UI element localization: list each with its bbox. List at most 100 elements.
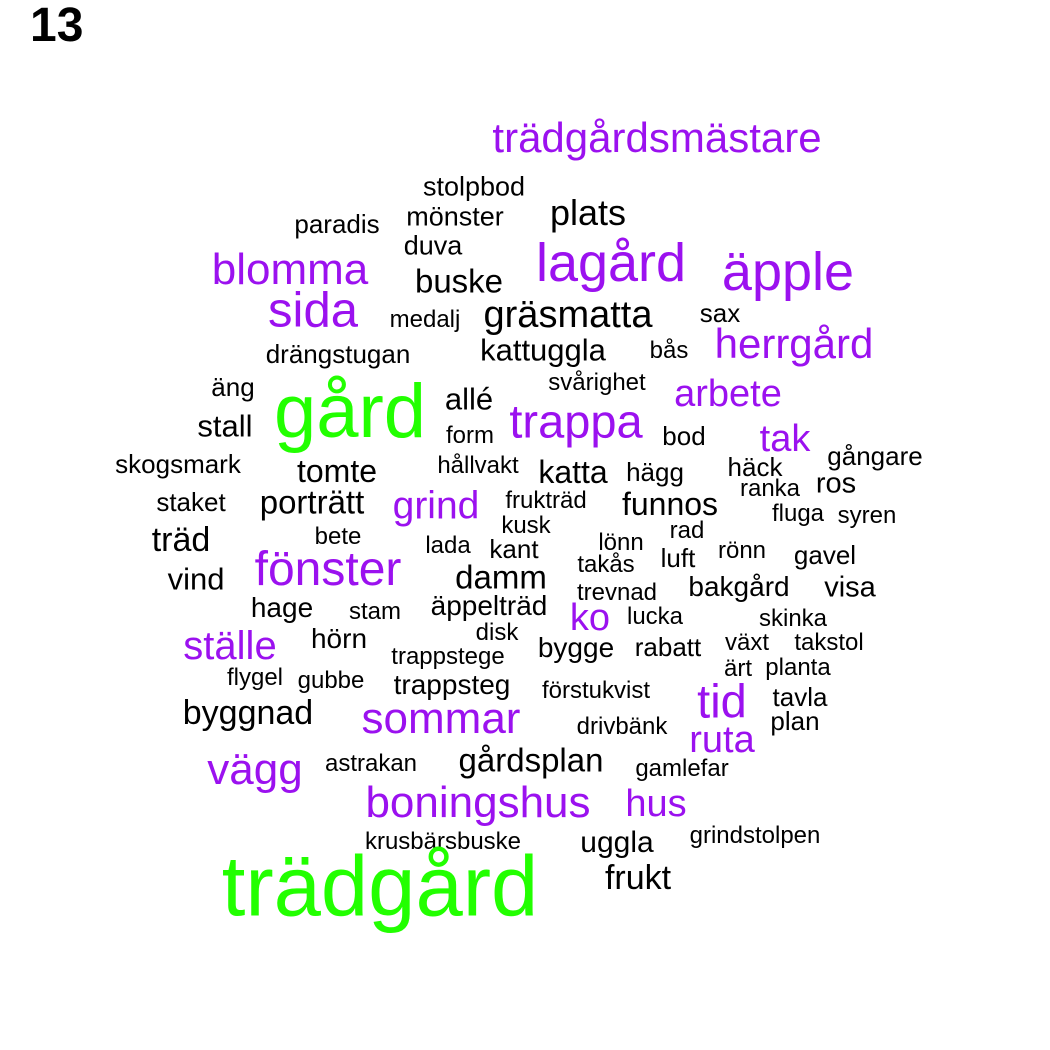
word-76: planta <box>765 654 831 681</box>
word-9: buske <box>414 262 504 300</box>
word-98: trädgård <box>221 839 539 935</box>
word-94: krusbärsbuske <box>364 828 522 855</box>
word-11: gräsmatta <box>483 294 653 336</box>
word-68: hörn <box>310 623 368 654</box>
word-10: sida <box>268 283 358 338</box>
word-50: kant <box>489 534 539 564</box>
word-28: skogsmark <box>115 449 241 479</box>
word-78: gubbe <box>297 667 365 694</box>
word-71: växt <box>724 629 770 656</box>
panel-number: 13 <box>30 0 84 52</box>
word-92: boningshus <box>365 778 591 827</box>
word-13: sax <box>699 298 741 328</box>
word-3: paradis <box>294 209 380 239</box>
word-5: duva <box>403 230 463 261</box>
word-34: häck <box>727 452 783 482</box>
word-96: grindstolpen <box>689 822 821 849</box>
word-90: gårdsplan <box>458 741 604 779</box>
word-45: träd <box>151 521 211 559</box>
word-38: porträtt <box>259 483 365 521</box>
word-52: rönn <box>717 537 767 564</box>
word-42: fluga <box>771 500 825 527</box>
word-36: ranka <box>739 475 801 502</box>
word-83: byggnad <box>182 694 314 732</box>
word-51: fönster <box>254 543 402 596</box>
word-91: gamlefar <box>635 755 729 782</box>
word-80: förstukvist <box>541 677 651 704</box>
word-58: trevnad <box>576 579 658 606</box>
word-77: flygel <box>226 664 284 691</box>
word-21: allé <box>444 381 494 417</box>
word-60: visa <box>824 571 876 604</box>
word-8: äpple <box>721 242 855 302</box>
word-7: blomma <box>211 245 369 294</box>
word-40: frukträd <box>505 487 587 514</box>
word-69: ställe <box>183 624 277 668</box>
word-56: vind <box>167 561 225 597</box>
word-57: damm <box>455 558 547 596</box>
word-84: sommar <box>361 694 521 743</box>
word-4: mönster <box>406 201 504 232</box>
word-26: bod <box>662 421 706 451</box>
word-37: staket <box>156 487 226 517</box>
word-62: hage <box>250 592 314 623</box>
word-41: funnos <box>621 486 719 522</box>
word-24: trappa <box>509 394 643 448</box>
word-27: tak <box>759 418 811 460</box>
word-73: bygge <box>537 632 615 663</box>
word-53: gavel <box>793 540 857 570</box>
word-87: ruta <box>689 719 755 761</box>
word-44: kusk <box>501 512 551 539</box>
word-17: bås <box>649 337 689 364</box>
word-59: bakgård <box>688 571 790 602</box>
word-0: trädgårdsmästare <box>492 114 822 161</box>
word-54: luft <box>660 543 696 573</box>
word-12: medalj <box>389 306 461 333</box>
word-55: takås <box>577 551 635 578</box>
word-22: arbete <box>674 373 782 415</box>
word-18: svårighet <box>548 369 646 396</box>
word-32: katta <box>538 454 608 490</box>
word-1: stolpbod <box>422 171 526 202</box>
word-33: hägg <box>626 457 684 487</box>
word-48: lönn <box>598 529 644 556</box>
word-89: astrakan <box>324 750 418 777</box>
word-47: rad <box>669 517 705 544</box>
word-20: gård <box>273 369 427 454</box>
word-97: frukt <box>604 859 672 897</box>
word-29: gångare <box>827 441 923 471</box>
word-39: grind <box>392 484 480 528</box>
word-6: lagård <box>535 233 687 293</box>
word-46: bete <box>314 523 362 550</box>
word-61: äppelträd <box>430 590 548 621</box>
word-93: hus <box>625 783 687 825</box>
word-2: plats <box>549 192 627 233</box>
word-85: drivbänk <box>576 713 668 740</box>
word-86: plan <box>770 706 820 736</box>
word-49: lada <box>425 532 471 559</box>
word-63: stam <box>348 598 402 625</box>
word-65: lucka <box>626 603 684 630</box>
word-67: disk <box>475 619 519 646</box>
word-74: trappstege <box>391 643 505 670</box>
word-95: uggla <box>580 826 654 859</box>
word-82: tavla <box>772 682 828 712</box>
word-64: ko <box>569 597 611 639</box>
word-14: herrgård <box>714 320 874 367</box>
word-70: takstol <box>794 629 864 656</box>
word-66: skinka <box>758 605 828 632</box>
word-23: stall <box>197 408 253 444</box>
word-16: kattuggla <box>480 332 606 368</box>
word-79: trappsteg <box>393 669 511 700</box>
word-31: hållvakt <box>437 452 519 479</box>
word-30: tomte <box>296 453 378 489</box>
word-81: tid <box>697 674 747 728</box>
word-15: drängstugan <box>265 339 411 369</box>
word-25: form <box>446 422 494 449</box>
word-72: rabatt <box>634 632 702 662</box>
word-43: syren <box>837 502 897 529</box>
word-35: ros <box>815 467 857 500</box>
word-19: äng <box>211 372 255 402</box>
word-88: vägg <box>207 745 303 794</box>
